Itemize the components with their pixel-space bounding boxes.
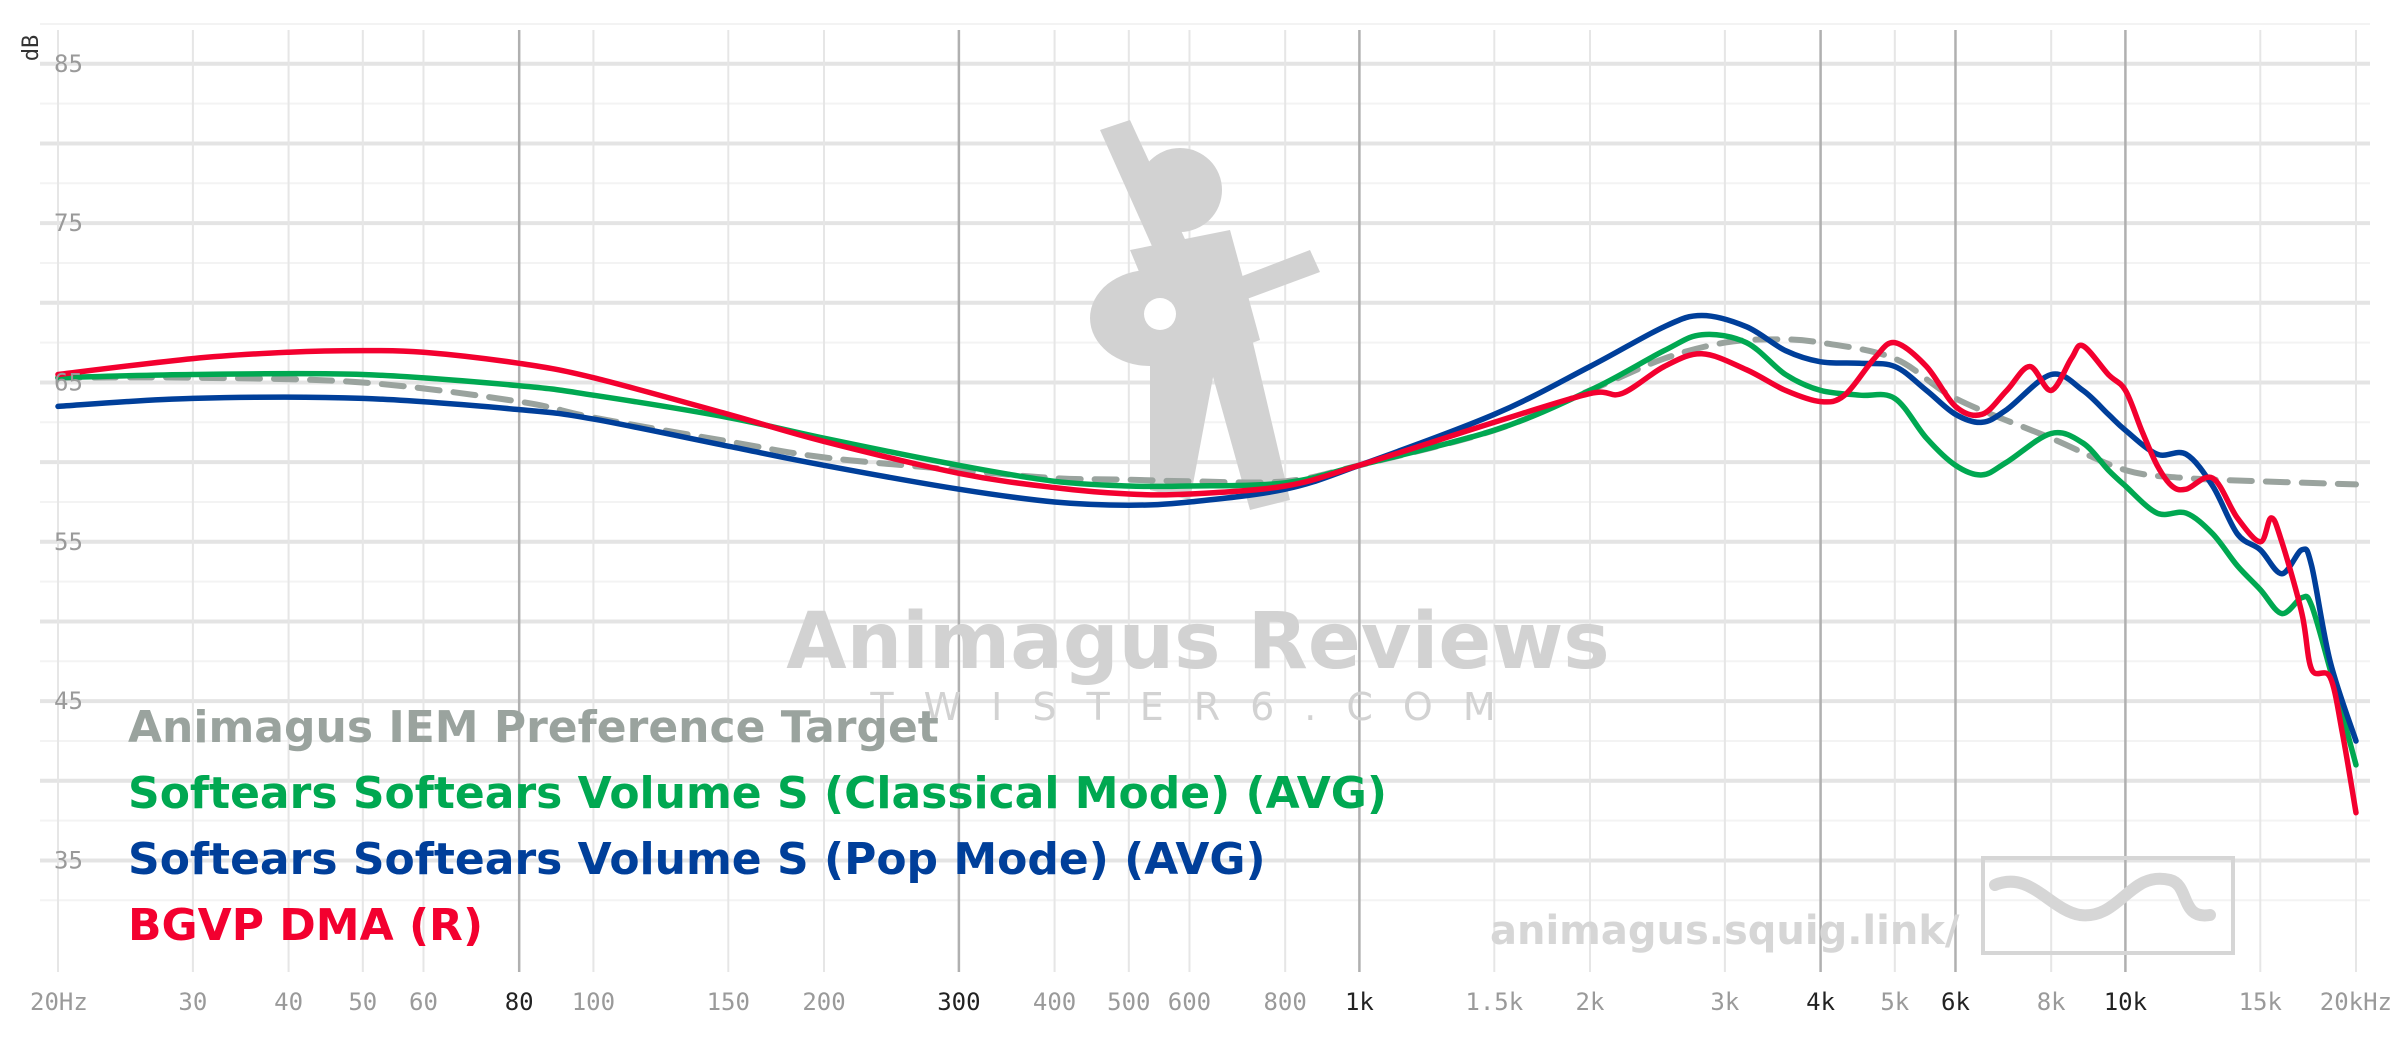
y-tick-label: 65 (54, 368, 83, 396)
legend-item-bgvp: BGVP DMA (R) (128, 900, 483, 951)
x-tick-label: 8k (2037, 988, 2066, 1016)
x-tick-label: 10k (2104, 988, 2148, 1016)
y-tick-label: 55 (54, 528, 83, 556)
x-grid (57, 30, 2357, 972)
y-tick-label: 75 (54, 209, 83, 237)
x-tick-label: 100 (572, 988, 615, 1016)
x-tick-label: 50 (348, 988, 377, 1016)
x-tick-label: 2k (1576, 988, 1605, 1016)
x-tick-label: 20kHz (2320, 988, 2392, 1016)
watermark-url: animagus.squig.link/ (1490, 908, 1960, 954)
x-tick-label: 1k (1345, 988, 1374, 1016)
y-tick-labels: 85 75 65 55 45 35 (54, 50, 83, 875)
x-tick-label: 40 (274, 988, 303, 1016)
legend-item-pop: Softears Softears Volume S (Pop Mode) (A… (128, 834, 1266, 885)
x-tick-labels: 20Hz 30 40 50 60 80 100 150 200 300 400 500 600 800 1k… (30, 988, 2392, 1016)
series-layer (55, 312, 2359, 816)
x-tick-label: 4k (1806, 988, 1835, 1016)
x-tick-label: 6k (1941, 988, 1970, 1016)
x-tick-label: 200 (802, 988, 845, 1016)
x-tick-label: 5k (1880, 988, 1909, 1016)
legend-item-target: Animagus IEM Preference Target (128, 702, 939, 753)
legend-item-classical: Softears Softears Volume S (Classical Mo… (128, 768, 1387, 819)
y-tick-label: 45 (54, 687, 83, 715)
bgvp-dma-curve (55, 339, 2359, 816)
x-tick-label: 150 (707, 988, 750, 1016)
x-tick-label: 20Hz (30, 988, 88, 1016)
pop-mode-curve (55, 312, 2359, 744)
x-tick-label: 400 (1033, 988, 1076, 1016)
x-tick-label: 500 (1107, 988, 1150, 1016)
squiggle-logo (1981, 856, 2235, 955)
legend: Animagus IEM Preference Target Softears … (128, 702, 1387, 951)
x-tick-label: 600 (1168, 988, 1211, 1016)
y-unit-label: dB (19, 35, 44, 62)
x-tick-label: 1.5k (1465, 988, 1523, 1016)
watermark-title: Animagus Reviews (786, 597, 1609, 687)
y-tick-label: 85 (54, 50, 83, 78)
x-tick-label: 80 (505, 988, 534, 1016)
watermark-subtitle: TWISTER6.COM (869, 685, 1525, 729)
x-tick-label: 15k (2239, 988, 2283, 1016)
x-tick-label: 60 (409, 988, 438, 1016)
x-tick-label: 300 (937, 988, 980, 1016)
y-tick-label: 35 (54, 846, 83, 874)
x-tick-label: 3k (1710, 988, 1739, 1016)
x-tick-label: 30 (178, 988, 207, 1016)
x-tick-label: 800 (1263, 988, 1306, 1016)
guitarist-logo (1090, 120, 1320, 510)
